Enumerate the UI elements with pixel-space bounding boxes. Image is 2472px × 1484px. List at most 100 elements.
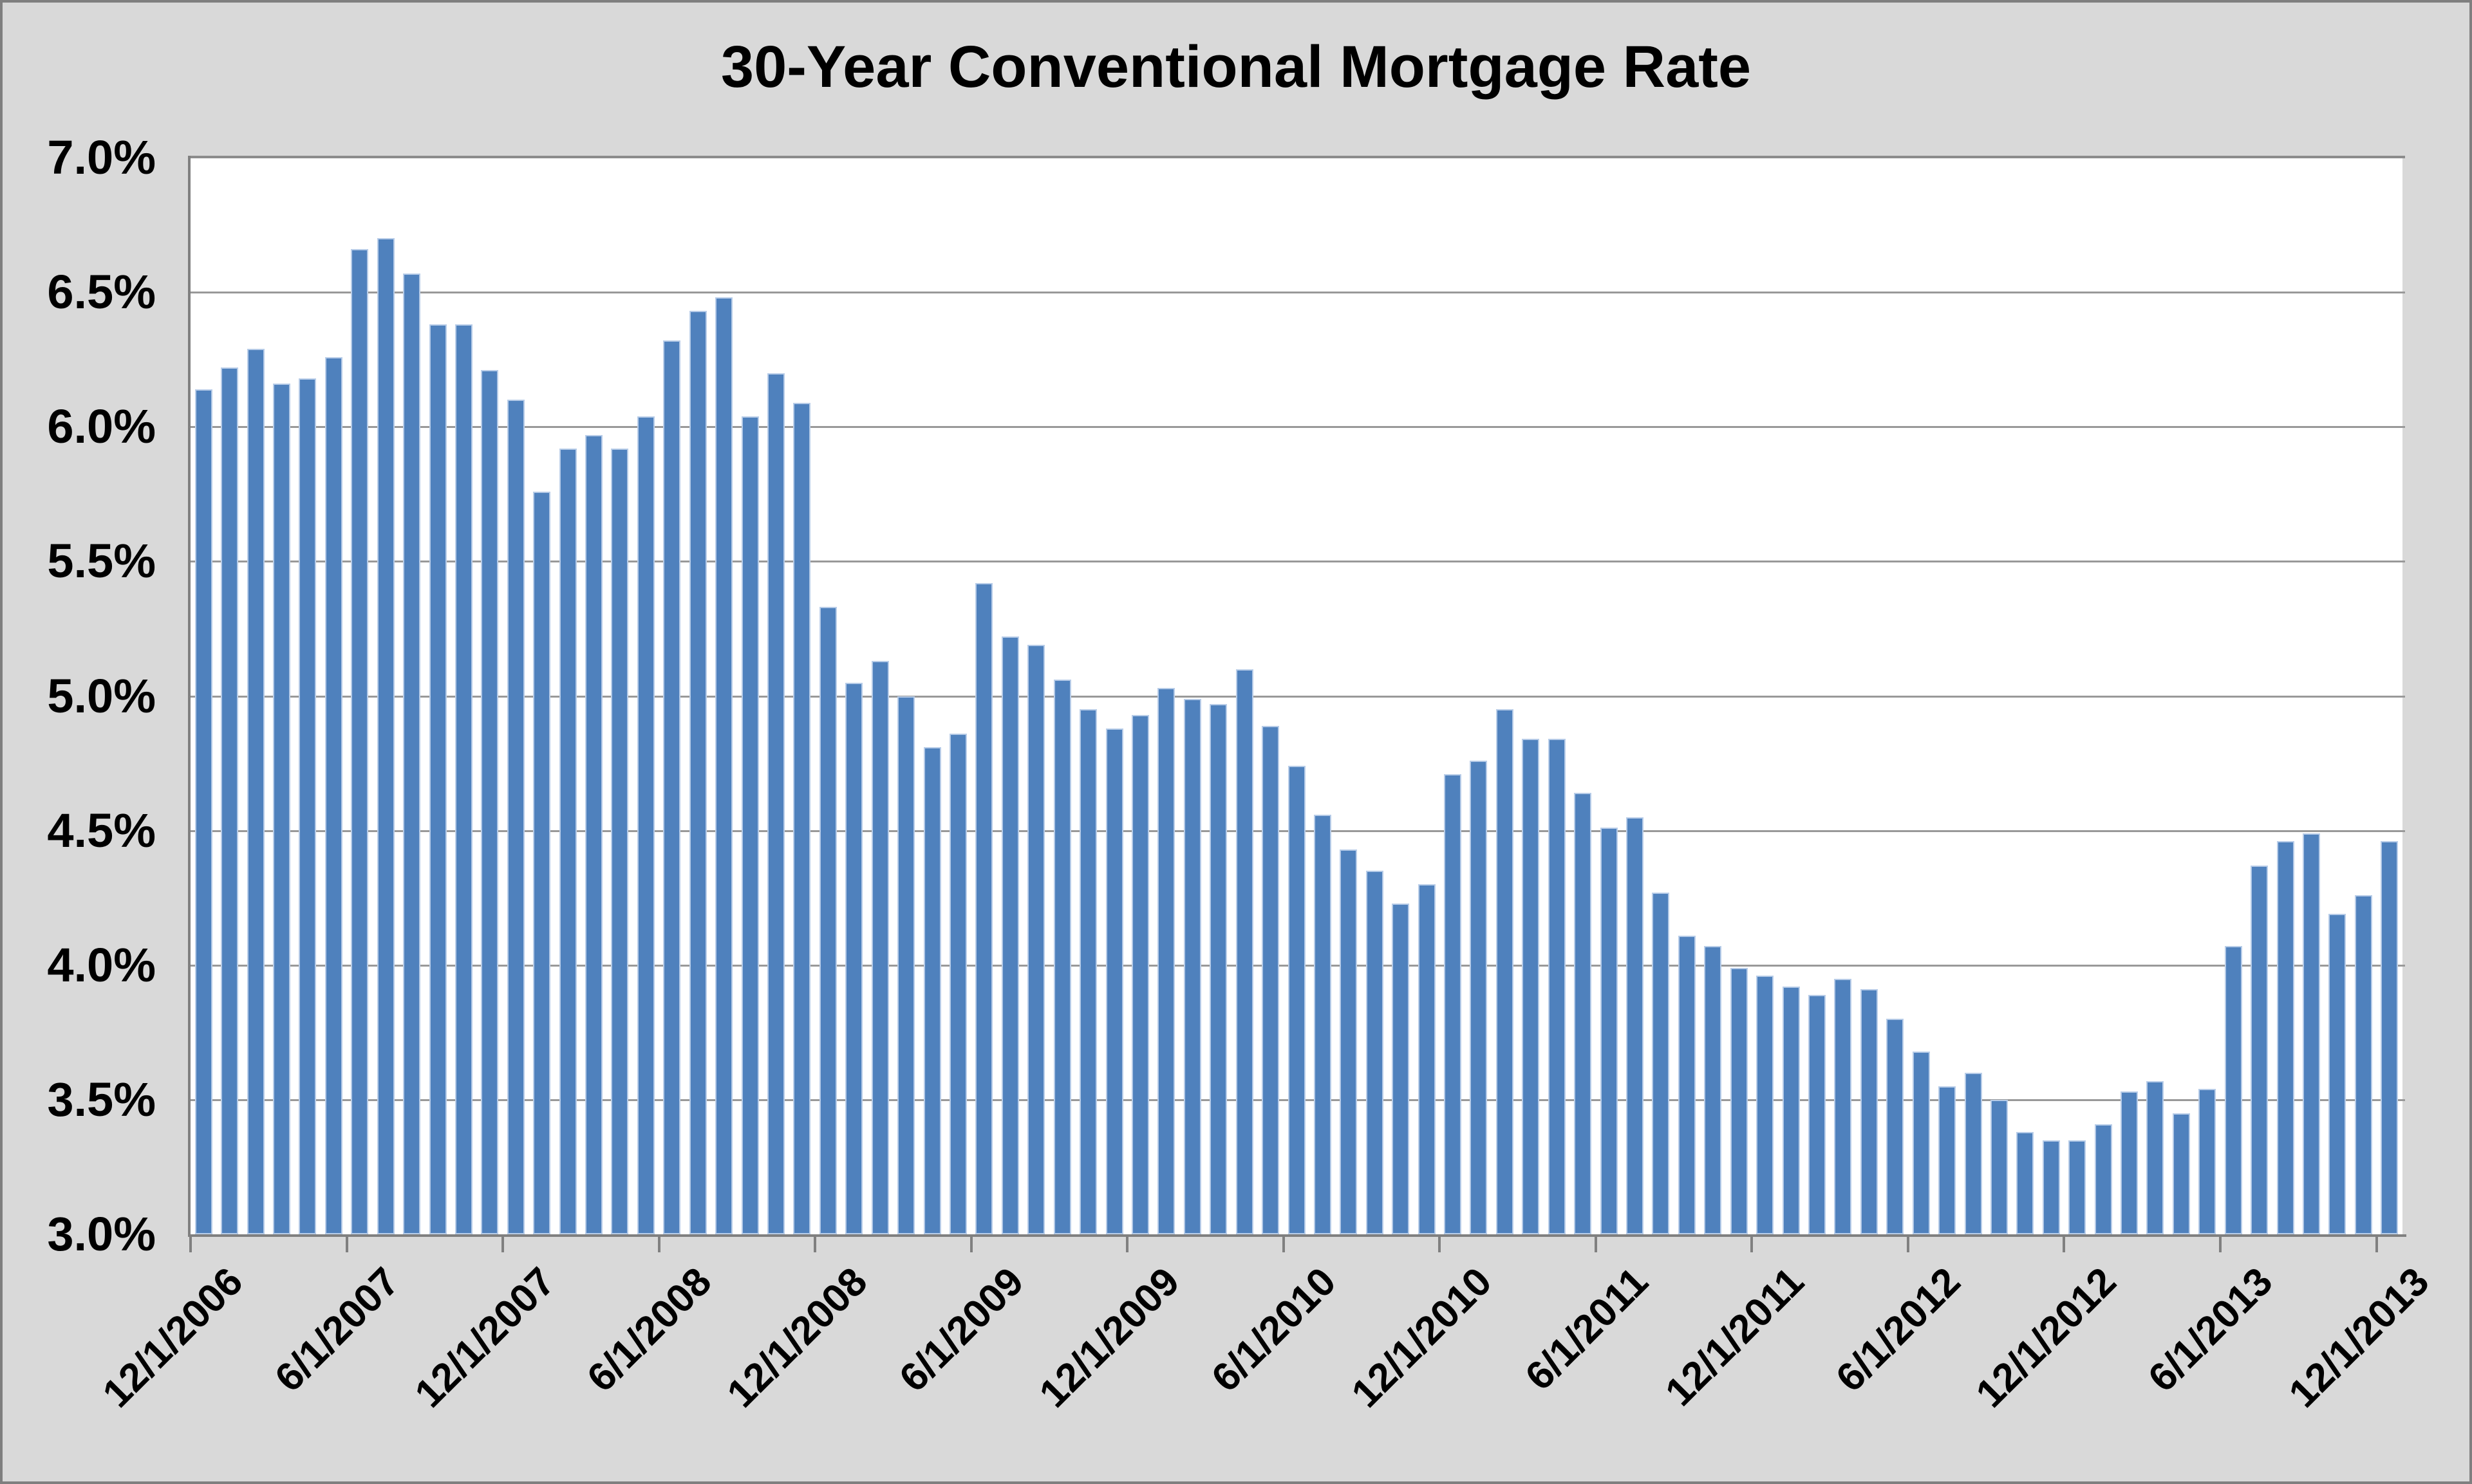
- bar-8/1/2008: [715, 297, 733, 1234]
- gridline: [191, 695, 2405, 698]
- bar-10/1/2012: [2016, 1132, 2034, 1234]
- bar-12/1/2013: [2381, 841, 2399, 1234]
- bar-11/1/2011: [1730, 967, 1748, 1234]
- x-axis-tick: [2375, 1237, 2378, 1252]
- bar-6/1/2009: [975, 582, 993, 1234]
- bar-8/1/2007: [403, 273, 421, 1234]
- bar-8/1/2012: [1964, 1073, 1982, 1234]
- bar-11/1/2007: [481, 370, 499, 1234]
- bar-7/1/2009: [1001, 636, 1019, 1234]
- x-axis-tick: [1438, 1237, 1441, 1252]
- bar-2/1/2010: [1183, 698, 1201, 1234]
- x-axis-tick: [1750, 1237, 1754, 1252]
- x-axis-tick: [814, 1237, 817, 1252]
- bar-5/1/2009: [949, 734, 967, 1234]
- x-axis-label-12-1-2007: 12/1/2007: [406, 1259, 564, 1416]
- bar-5/1/2012: [1886, 1019, 1904, 1234]
- bar-5/1/2008: [637, 416, 655, 1234]
- x-axis-label-12-1-2011: 12/1/2011: [1657, 1259, 1813, 1415]
- bar-12/1/2008: [819, 607, 837, 1234]
- x-axis-label-6-1-2011: 6/1/2011: [1517, 1259, 1657, 1399]
- x-axis-label-6-1-2012: 6/1/2012: [1827, 1259, 1969, 1401]
- y-axis-label-5.0pct: 5.0%: [47, 669, 156, 723]
- x-axis-tick: [2219, 1237, 2222, 1252]
- bar-3/1/2012: [1834, 978, 1852, 1234]
- x-axis-label-12-1-2012: 12/1/2012: [1968, 1259, 2125, 1416]
- bar-6/1/2013: [2224, 946, 2242, 1234]
- x-axis-tick: [1594, 1237, 1597, 1252]
- bar-11/1/2008: [793, 402, 811, 1234]
- bar-4/1/2012: [1860, 989, 1878, 1234]
- bar-12/1/2010: [1444, 774, 1462, 1234]
- chart-title: 30-Year Conventional Mortgage Rate: [720, 34, 1752, 100]
- bar-7/1/2013: [2251, 865, 2269, 1234]
- bar-9/1/2011: [1678, 935, 1696, 1234]
- y-axis-label-4.0pct: 4.0%: [47, 938, 156, 992]
- bar-3/1/2007: [272, 384, 290, 1234]
- y-axis-label-4.5pct: 4.5%: [47, 803, 156, 857]
- y-axis-label-6.0pct: 6.0%: [47, 400, 156, 454]
- bar-10/1/2011: [1704, 946, 1722, 1234]
- bar-2/1/2009: [871, 661, 889, 1234]
- bar-7/1/2010: [1313, 814, 1331, 1234]
- bar-8/1/2009: [1027, 645, 1045, 1234]
- bar-11/1/2013: [2354, 895, 2372, 1234]
- bar-3/1/2010: [1210, 704, 1228, 1234]
- bar-6/1/2008: [663, 340, 681, 1234]
- y-axis-label-3.0pct: 3.0%: [47, 1207, 156, 1261]
- x-axis-label-6-1-2010: 6/1/2010: [1203, 1259, 1345, 1401]
- bar-10/1/2008: [767, 373, 785, 1234]
- x-axis-tick: [345, 1237, 348, 1252]
- bar-9/1/2009: [1053, 680, 1071, 1234]
- x-axis-tick: [2063, 1237, 2066, 1252]
- plot-top-border: [189, 156, 2405, 158]
- bar-9/1/2007: [429, 324, 447, 1234]
- bar-4/1/2013: [2172, 1113, 2190, 1234]
- y-axis-label-3.5pct: 3.5%: [47, 1072, 156, 1126]
- bar-4/1/2008: [611, 448, 629, 1234]
- bar-1/1/2009: [845, 682, 863, 1234]
- x-axis-line: [188, 1234, 2406, 1237]
- x-axis-tick: [1126, 1237, 1129, 1252]
- bar-5/1/2013: [2198, 1089, 2216, 1234]
- y-axis-label-7.0pct: 7.0%: [47, 131, 156, 184]
- bar-10/1/2013: [2328, 914, 2346, 1234]
- bar-1/1/2008: [533, 491, 551, 1234]
- bar-7/1/2012: [1938, 1086, 1956, 1234]
- bar-7/1/2008: [689, 311, 707, 1234]
- bar-11/1/2012: [2042, 1140, 2060, 1234]
- bar-3/1/2013: [2146, 1081, 2164, 1234]
- bar-9/1/2008: [741, 416, 759, 1234]
- bar-1/1/2011: [1470, 760, 1488, 1234]
- gridline: [191, 426, 2405, 429]
- x-axis-tick: [501, 1237, 505, 1252]
- bar-4/1/2011: [1548, 739, 1566, 1234]
- bar-12/1/2007: [507, 400, 525, 1234]
- bar-6/1/2010: [1288, 766, 1306, 1234]
- bar-7/1/2011: [1626, 817, 1643, 1234]
- x-axis-tick: [969, 1237, 973, 1252]
- x-axis-label-6-1-2007: 6/1/2007: [266, 1259, 408, 1401]
- bar-11/1/2010: [1418, 884, 1436, 1234]
- x-axis-label-12-1-2009: 12/1/2009: [1031, 1259, 1188, 1416]
- gridline: [191, 292, 2405, 294]
- bar-3/1/2008: [585, 434, 603, 1234]
- bar-7/1/2007: [377, 238, 395, 1234]
- x-axis-label-6-1-2013: 6/1/2013: [2140, 1259, 2281, 1401]
- bar-9/1/2012: [1990, 1099, 2008, 1234]
- bar-1/1/2012: [1782, 987, 1800, 1234]
- bar-8/1/2011: [1652, 892, 1670, 1234]
- y-axis-line: [188, 156, 191, 1237]
- bar-8/1/2010: [1340, 849, 1358, 1234]
- bar-5/1/2010: [1262, 725, 1280, 1234]
- bar-2/1/2007: [247, 348, 265, 1234]
- bar-12/1/2006: [194, 389, 212, 1234]
- bar-6/1/2012: [1912, 1051, 1930, 1234]
- bar-2/1/2013: [2121, 1091, 2139, 1234]
- x-axis-tick: [1282, 1237, 1285, 1252]
- bar-3/1/2011: [1522, 739, 1540, 1234]
- bar-10/1/2009: [1080, 709, 1098, 1234]
- bar-9/1/2013: [2303, 833, 2321, 1234]
- bar-1/1/2010: [1157, 687, 1175, 1234]
